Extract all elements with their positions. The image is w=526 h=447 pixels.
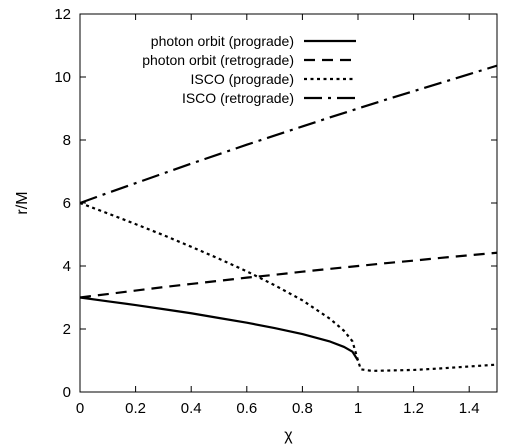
y-tick-label: 4 <box>63 258 71 275</box>
legend-label-4: ISCO (retrograde) <box>182 90 294 106</box>
x-tick-label: 1 <box>354 400 362 417</box>
series-line-2 <box>80 251 497 299</box>
y-tick-label: 8 <box>63 132 71 149</box>
series-line-4 <box>80 64 497 205</box>
x-tick-label: 0.8 <box>292 400 313 417</box>
y-tick-label: 12 <box>54 6 71 23</box>
y-tick-label: 0 <box>63 384 71 401</box>
legend-label-3: ISCO (prograde) <box>191 71 294 87</box>
x-tick-label: 0.2 <box>125 400 146 417</box>
x-axis-title: χ <box>284 427 293 444</box>
y-tick-label: 6 <box>63 195 71 212</box>
x-tick-label: 0.6 <box>236 400 257 417</box>
x-tick-label: 1.4 <box>459 400 480 417</box>
x-tick-label: 0.4 <box>181 400 202 417</box>
x-tick-label: 0 <box>76 400 84 417</box>
series-line-3 <box>80 201 497 372</box>
series-line-1 <box>80 296 359 362</box>
legend: photon orbit (prograde) photon orbit (ret… <box>142 33 356 106</box>
y-tick-label: 10 <box>54 69 71 86</box>
x-tick-label: 1.2 <box>403 400 424 417</box>
axes: 0 0.2 0.4 0.6 0.8 1 1.2 1.4 0 2 4 6 8 10 12 χ r/M <box>14 6 498 444</box>
y-tick-label: 2 <box>63 321 71 338</box>
plot-area <box>80 64 497 372</box>
legend-label-1: photon orbit (prograde) <box>151 33 294 49</box>
legend-label-2: photon orbit (retrograde) <box>142 52 294 68</box>
y-axis-title: r/M <box>14 191 31 214</box>
